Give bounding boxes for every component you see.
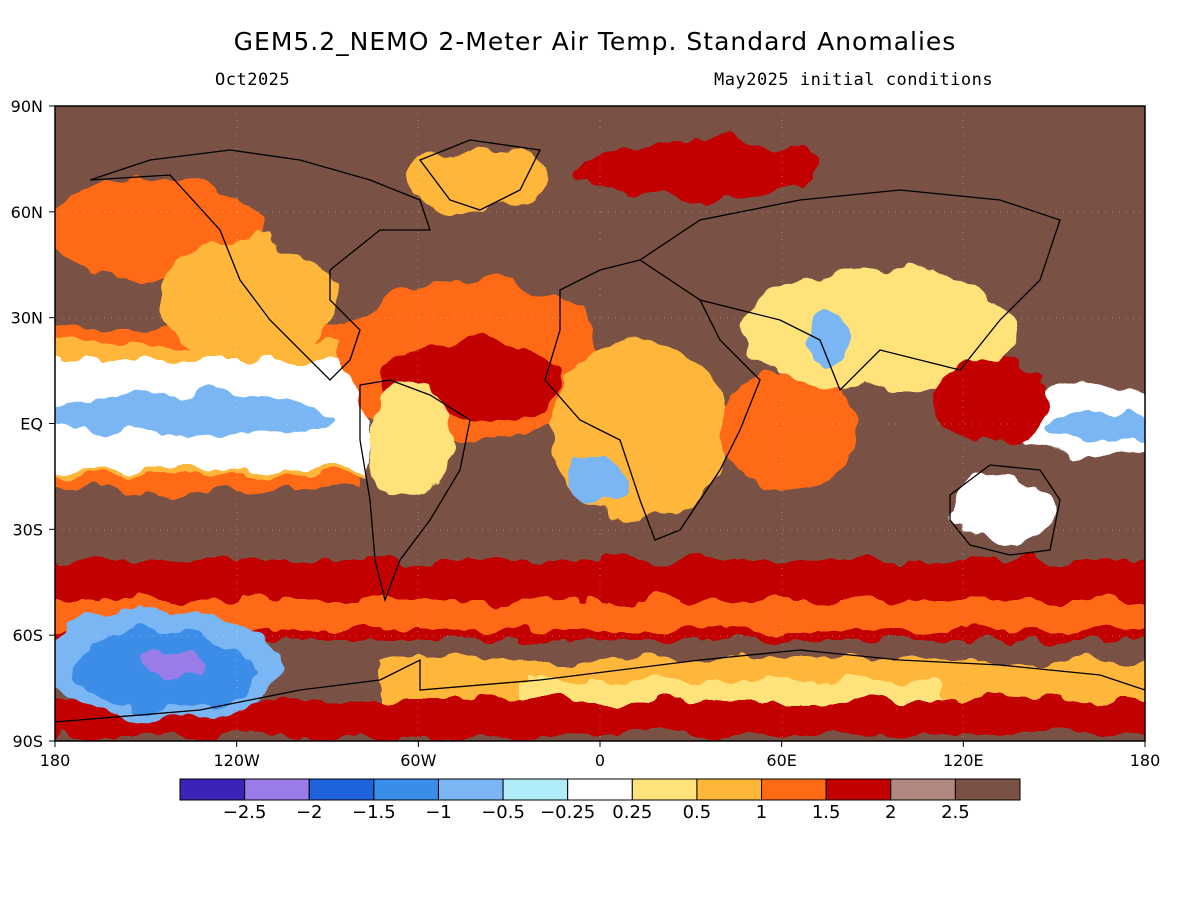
lon-tick-label: 120E — [943, 751, 984, 770]
lon-tick-label: 180 — [40, 751, 71, 770]
colorbar-swatch — [179, 778, 246, 801]
colorbar-swatch — [954, 778, 1021, 801]
colorbar-swatch — [437, 778, 504, 801]
colorbar: −2.5 −2 −1.5 −1 −0.5 −0.25 0.25 0.5 1 1.5 2 2.5 — [179, 778, 1021, 823]
colorbar-swatch — [696, 778, 763, 801]
lon-tick-label: 60W — [400, 751, 436, 770]
colorbar-label: −2.5 — [223, 802, 267, 823]
lon-tick-label: 180 — [1130, 751, 1161, 770]
lat-tick-label: 60S — [12, 626, 43, 645]
colorbar-swatch — [244, 778, 310, 801]
colorbar-swatch — [502, 778, 569, 801]
lat-tick-label: 30S — [12, 520, 43, 539]
initial-conditions: May2025 initial conditions — [714, 70, 994, 90]
colorbar-swatch — [373, 778, 439, 801]
colorbar-label: 0.25 — [612, 802, 652, 823]
colorbar-swatch — [825, 778, 892, 801]
colorbar-swatch — [890, 778, 956, 801]
colorbar-swatch — [631, 778, 698, 801]
lon-tick-label: 120W — [213, 751, 260, 770]
colorbar-label: −1.5 — [352, 802, 396, 823]
colorbar-label: −1 — [425, 802, 452, 823]
map-field — [55, 106, 1145, 741]
colorbar-label: −0.5 — [481, 802, 525, 823]
lat-tick-label: 30N — [11, 309, 43, 328]
colorbar-label: −2 — [296, 802, 323, 823]
coastlines — [55, 139, 1145, 723]
lat-tick-label: 90N — [11, 97, 43, 116]
latitude-axis: 90N 60N 30N EQ 30S 60S 90S — [11, 97, 55, 751]
colorbar-label: 1.5 — [812, 802, 841, 823]
gridlines — [55, 106, 1145, 741]
lat-tick-label: 60N — [11, 203, 43, 222]
colorbar-swatch — [761, 778, 827, 801]
lat-tick-label: 90S — [12, 732, 43, 751]
anomaly-contours — [55, 140, 1145, 735]
lat-tick-label: EQ — [20, 415, 43, 434]
colorbar-label: 2 — [885, 802, 896, 823]
colorbar-swatch — [567, 778, 633, 801]
map-title: GEM5.2_NEMO 2-Meter Air Temp. Standard A… — [233, 27, 957, 56]
forecast-period: Oct2025 — [215, 70, 291, 90]
colorbar-label: 0.5 — [683, 802, 712, 823]
colorbar-swatch — [308, 778, 375, 801]
lon-tick-label: 60E — [766, 751, 796, 770]
longitude-axis: 180 120W 60W 0 60E 120E 180 — [40, 741, 1161, 770]
lon-tick-label: 0 — [595, 751, 605, 770]
colorbar-label: −0.25 — [540, 802, 595, 823]
colorbar-label: 2.5 — [941, 802, 970, 823]
colorbar-label: 1 — [756, 802, 767, 823]
